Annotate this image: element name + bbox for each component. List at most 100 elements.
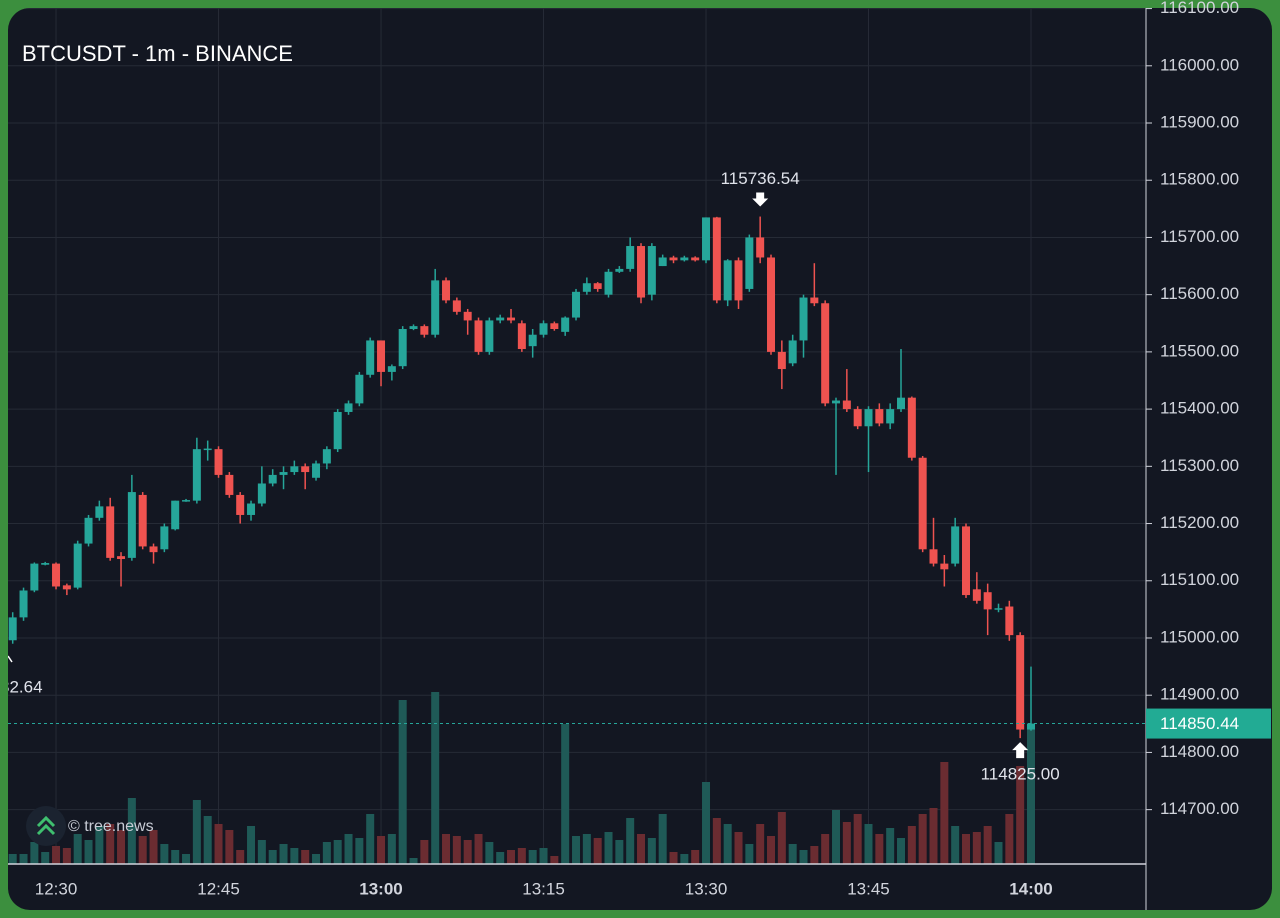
y-tick-label: 115100.00	[1160, 570, 1239, 589]
volume-bar	[485, 842, 494, 864]
candle-body	[875, 409, 884, 424]
panel	[8, 8, 1272, 910]
volume-bar	[95, 826, 104, 864]
volume-layer	[8, 692, 1036, 864]
volume-bar	[821, 834, 830, 864]
volume-bar	[550, 856, 559, 864]
candle-body	[355, 374, 364, 404]
candle-body	[409, 326, 418, 329]
x-tick-label: 14:00	[1009, 879, 1052, 898]
volume-bar	[962, 834, 971, 864]
candle-body	[214, 449, 223, 475]
high-label: 115736.54	[721, 169, 800, 188]
volume-bar	[138, 836, 147, 864]
candle-body	[95, 506, 104, 518]
volume-bar	[691, 850, 700, 864]
volume-bar	[972, 832, 981, 864]
volume-bar	[528, 850, 537, 864]
volume-bar	[236, 850, 245, 864]
chart-title: BTCUSDT - 1m - BINANCE	[22, 41, 293, 66]
volume-bar	[355, 838, 364, 864]
candle-body	[734, 260, 743, 301]
candle-body	[712, 217, 721, 301]
candle-body	[572, 291, 581, 318]
volume-bar	[680, 854, 689, 864]
candle-body	[886, 409, 895, 424]
x-tick-label: 12:45	[197, 879, 240, 898]
candle-body	[19, 590, 28, 618]
offscreen-arrow	[8, 655, 13, 663]
watermark-icon	[36, 815, 56, 836]
volume-bar	[864, 824, 873, 864]
volume-bar	[810, 846, 819, 864]
volume-bar	[929, 808, 938, 864]
candle-body	[994, 608, 1003, 610]
volume-bar	[647, 838, 656, 864]
candle-body	[182, 500, 191, 502]
volume-bar	[84, 840, 93, 864]
y-tick-label: 114900.00	[1160, 685, 1239, 704]
candle-body	[918, 457, 927, 550]
candle-body	[561, 317, 570, 332]
x-tick-label: 13:45	[847, 879, 890, 898]
candle-body	[756, 237, 765, 258]
volume-bar	[940, 762, 949, 864]
candle-body	[431, 280, 440, 335]
y-tick-label: 114700.00	[1160, 799, 1239, 818]
panel-content: 115736.54 114825.00 32.64 BTCUSDT - 1m - B…	[0, 8, 1147, 910]
y-tick-label: 116000.00	[1160, 55, 1239, 74]
candle-body	[983, 592, 992, 610]
offscreen-label: 32.64	[0, 677, 43, 696]
candle-body	[312, 463, 321, 478]
candle-body	[1016, 635, 1025, 730]
volume-bar	[734, 832, 743, 864]
volume-bar	[572, 836, 581, 864]
volume-bar	[1027, 724, 1036, 864]
candle-body	[647, 246, 656, 295]
candle-body	[799, 297, 808, 341]
candle-body	[62, 585, 71, 590]
candle-body	[832, 400, 841, 404]
volume-bar	[788, 844, 797, 864]
y-tick-label: 115500.00	[1160, 341, 1239, 360]
low-label: 114825.00	[981, 765, 1060, 784]
volume-bar	[171, 850, 180, 864]
volume-bar	[474, 834, 483, 864]
volume-bar	[658, 814, 667, 864]
watermark-text: © tree.news	[68, 818, 154, 835]
volume-bar	[626, 818, 635, 864]
candle-body	[517, 323, 526, 350]
candle-body	[257, 483, 266, 504]
volume-bar	[452, 836, 461, 864]
volume-bar	[73, 834, 82, 864]
candle-body	[41, 563, 50, 565]
candle-body	[127, 492, 136, 558]
candle-body	[550, 323, 559, 329]
candle-body	[853, 409, 862, 427]
candle-body	[322, 449, 331, 464]
candle-body	[539, 323, 548, 335]
volume-bar	[897, 838, 906, 864]
volume-bar	[702, 782, 711, 864]
volume-bar	[62, 848, 71, 864]
volume-bar	[312, 854, 321, 864]
volume-bar	[214, 824, 223, 864]
annotation-layer: 115736.54 114825.00 32.64	[0, 169, 1146, 784]
candle-body	[387, 366, 396, 372]
candle-body	[52, 563, 61, 587]
volume-bar	[19, 854, 28, 864]
volume-bar	[496, 852, 505, 864]
candle-body	[106, 506, 115, 558]
volume-bar	[767, 836, 776, 864]
volume-bar	[853, 814, 862, 864]
volume-bar	[387, 834, 396, 864]
volume-bar	[907, 826, 916, 864]
candle-body	[149, 546, 158, 553]
candle-body	[842, 400, 851, 410]
low-arrow	[1012, 742, 1029, 759]
last-price-label: 114850.44	[1160, 714, 1239, 733]
candle-body	[290, 466, 299, 473]
volume-bar	[268, 850, 277, 864]
y-tick-label: 115900.00	[1160, 112, 1239, 131]
